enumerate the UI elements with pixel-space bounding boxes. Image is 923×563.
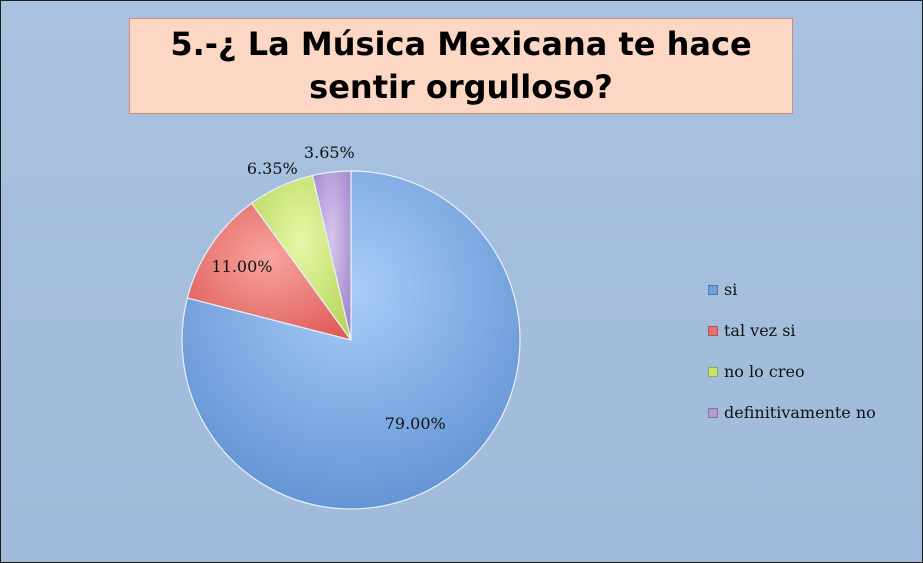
- legend-item-no-lo-creo: no lo creo: [708, 351, 918, 392]
- chart-title-box: 5.-¿ La Música Mexicana te hace sentir o…: [129, 18, 793, 114]
- legend-label: definitivamente no: [724, 403, 876, 422]
- legend-item-tal-vez-si: tal vez si: [708, 310, 918, 351]
- pie-slice-si: [181, 170, 521, 510]
- data-label-no-lo-creo: 6.35%: [247, 159, 298, 178]
- data-label-tal-vez-si: 11.00%: [211, 257, 272, 276]
- legend-item-si: si: [708, 269, 918, 310]
- legend-item-definitivamente-no: definitivamente no: [708, 392, 918, 433]
- legend-swatch: [708, 366, 718, 377]
- legend-swatch: [708, 325, 718, 336]
- legend: si tal vez si no lo creo definitivamente no: [708, 269, 918, 433]
- legend-label: no lo creo: [724, 362, 805, 381]
- legend-label: tal vez si: [724, 321, 796, 340]
- chart-title: 5.-¿ La Música Mexicana te hace sentir o…: [170, 25, 752, 106]
- legend-label: si: [724, 280, 738, 299]
- data-label-definitivamente-no: 3.65%: [304, 143, 355, 162]
- data-label-si: 79.00%: [385, 414, 446, 433]
- pie-slice-tal-vez-si: [186, 202, 353, 341]
- pie-slice-definitivamente-no: [311, 170, 352, 341]
- legend-swatch: [708, 284, 718, 295]
- legend-swatch: [708, 407, 718, 418]
